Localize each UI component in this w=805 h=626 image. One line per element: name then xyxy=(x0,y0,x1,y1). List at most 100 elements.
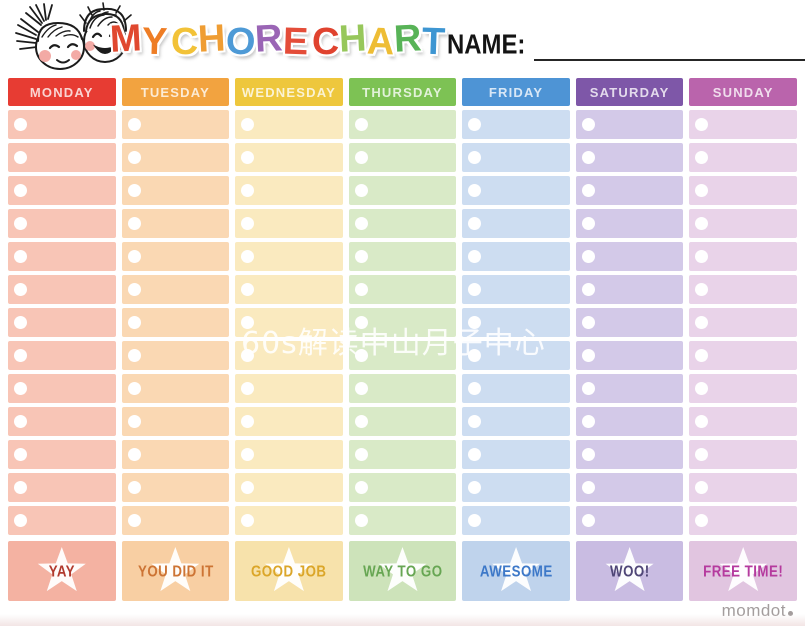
check-circle[interactable] xyxy=(581,448,595,461)
check-circle[interactable] xyxy=(581,349,595,362)
check-circle[interactable] xyxy=(468,415,482,428)
check-circle[interactable] xyxy=(695,514,709,527)
check-circle[interactable] xyxy=(695,151,709,164)
check-circle[interactable] xyxy=(468,250,482,263)
check-circle[interactable] xyxy=(241,316,255,329)
check-circle[interactable] xyxy=(695,217,709,230)
name-input-line[interactable] xyxy=(534,37,805,61)
check-circle[interactable] xyxy=(127,316,141,329)
check-circle[interactable] xyxy=(581,118,595,131)
chore-cell-monday-row4 xyxy=(8,209,116,238)
check-circle[interactable] xyxy=(127,481,141,494)
check-circle[interactable] xyxy=(695,118,709,131)
check-circle[interactable] xyxy=(581,250,595,263)
check-circle[interactable] xyxy=(127,514,141,527)
check-circle[interactable] xyxy=(354,217,368,230)
check-circle[interactable] xyxy=(468,316,482,329)
check-circle[interactable] xyxy=(14,184,27,197)
check-circle[interactable] xyxy=(14,316,27,329)
check-circle[interactable] xyxy=(581,382,595,395)
check-circle[interactable] xyxy=(695,448,709,461)
check-circle[interactable] xyxy=(241,184,255,197)
check-circle[interactable] xyxy=(14,448,27,461)
check-circle[interactable] xyxy=(468,217,482,230)
check-circle[interactable] xyxy=(14,250,27,263)
check-circle[interactable] xyxy=(354,151,368,164)
check-circle[interactable] xyxy=(241,448,255,461)
check-circle[interactable] xyxy=(14,151,27,164)
check-circle[interactable] xyxy=(14,415,27,428)
check-circle[interactable] xyxy=(241,349,255,362)
check-circle[interactable] xyxy=(354,349,368,362)
check-circle[interactable] xyxy=(695,415,709,428)
check-circle[interactable] xyxy=(14,481,27,494)
check-circle[interactable] xyxy=(695,283,709,296)
check-circle[interactable] xyxy=(241,217,255,230)
check-circle[interactable] xyxy=(241,283,255,296)
check-circle[interactable] xyxy=(127,349,141,362)
chore-cell-friday-row12 xyxy=(462,473,570,502)
chore-cell-monday-row8 xyxy=(8,341,116,370)
check-circle[interactable] xyxy=(241,382,255,395)
check-circle[interactable] xyxy=(581,316,595,329)
check-circle[interactable] xyxy=(468,448,482,461)
check-circle[interactable] xyxy=(581,481,595,494)
check-circle[interactable] xyxy=(468,151,482,164)
check-circle[interactable] xyxy=(468,283,482,296)
chore-cell-wednesday-row10 xyxy=(235,407,343,436)
check-circle[interactable] xyxy=(581,217,595,230)
check-circle[interactable] xyxy=(695,481,709,494)
check-circle[interactable] xyxy=(354,250,368,263)
check-circle[interactable] xyxy=(695,184,709,197)
check-circle[interactable] xyxy=(14,514,27,527)
check-circle[interactable] xyxy=(468,481,482,494)
check-circle[interactable] xyxy=(241,118,255,131)
check-circle[interactable] xyxy=(695,316,709,329)
check-circle[interactable] xyxy=(581,184,595,197)
check-circle[interactable] xyxy=(127,151,141,164)
check-circle[interactable] xyxy=(241,514,255,527)
chore-cell-friday-row9 xyxy=(462,374,570,403)
check-circle[interactable] xyxy=(241,481,255,494)
check-circle[interactable] xyxy=(581,283,595,296)
check-circle[interactable] xyxy=(468,184,482,197)
check-circle[interactable] xyxy=(468,514,482,527)
check-circle[interactable] xyxy=(695,382,709,395)
name-area: NAME: xyxy=(447,28,805,61)
check-circle[interactable] xyxy=(354,448,368,461)
check-circle[interactable] xyxy=(354,514,368,527)
check-circle[interactable] xyxy=(127,118,141,131)
check-circle[interactable] xyxy=(14,349,27,362)
check-circle[interactable] xyxy=(241,415,255,428)
check-circle[interactable] xyxy=(581,514,595,527)
check-circle[interactable] xyxy=(127,415,141,428)
check-circle[interactable] xyxy=(354,184,368,197)
check-circle[interactable] xyxy=(14,118,27,131)
check-circle[interactable] xyxy=(127,250,141,263)
check-circle[interactable] xyxy=(241,151,255,164)
check-circle[interactable] xyxy=(127,184,141,197)
check-circle[interactable] xyxy=(127,448,141,461)
check-circle[interactable] xyxy=(468,382,482,395)
check-circle[interactable] xyxy=(468,349,482,362)
check-circle[interactable] xyxy=(354,382,368,395)
check-circle[interactable] xyxy=(354,283,368,296)
check-circle[interactable] xyxy=(14,382,27,395)
check-circle[interactable] xyxy=(127,217,141,230)
check-circle[interactable] xyxy=(354,118,368,131)
check-circle[interactable] xyxy=(14,283,27,296)
check-circle[interactable] xyxy=(468,118,482,131)
check-circle[interactable] xyxy=(14,217,27,230)
day-column-monday: MONDAY YAY xyxy=(8,78,116,601)
check-circle[interactable] xyxy=(127,283,141,296)
check-circle[interactable] xyxy=(581,415,595,428)
check-circle[interactable] xyxy=(695,250,709,263)
check-circle[interactable] xyxy=(354,316,368,329)
check-circle[interactable] xyxy=(354,415,368,428)
check-circle[interactable] xyxy=(581,151,595,164)
chore-cell-monday-row1 xyxy=(8,110,116,139)
check-circle[interactable] xyxy=(127,382,141,395)
check-circle[interactable] xyxy=(354,481,368,494)
check-circle[interactable] xyxy=(695,349,709,362)
check-circle[interactable] xyxy=(241,250,255,263)
